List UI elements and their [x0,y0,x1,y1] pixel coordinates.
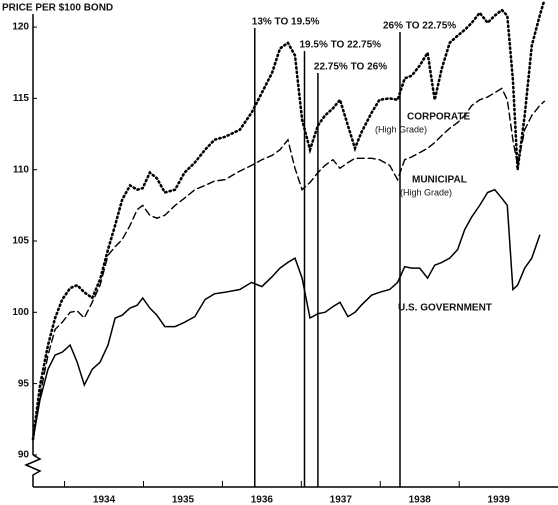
event-label: 13% TO 19.5% [252,17,320,28]
x-tick-label: 1936 [251,495,274,505]
y-tick-label: 115 [13,93,30,104]
series-line [32,188,541,440]
y-tick-label: 100 [12,307,29,318]
y-tick-label: 90 [18,450,30,461]
y-tick-label: 105 [12,236,29,247]
y-tick-label: 120 [12,22,29,33]
event-label: 19.5% TO 22.75% [299,40,381,51]
x-tick-label: 1937 [330,495,353,505]
event-label: 22.75% TO 26% [314,62,387,73]
x-tick-label: 1935 [172,495,195,505]
y-tick-label: 110 [13,164,30,175]
y-tick-label: 95 [18,378,30,389]
y-axis-title: PRICE PER $100 BOND [2,3,113,14]
series-line [31,0,546,441]
x-tick-label: 1938 [409,495,432,505]
axis-break [24,454,42,487]
event-label: 26% TO 22.75% [383,21,456,32]
series-label: CORPORATE [407,112,470,123]
x-tick-label: 1934 [93,495,116,505]
series-label: MUNICIPAL [412,175,467,186]
series-line [32,87,546,440]
series-note: (High Grade) [400,187,452,197]
x-tick-label: 1939 [488,495,511,505]
series-label: U.S. GOVERNMENT [398,303,492,314]
series-note: (High Grade) [375,124,427,134]
